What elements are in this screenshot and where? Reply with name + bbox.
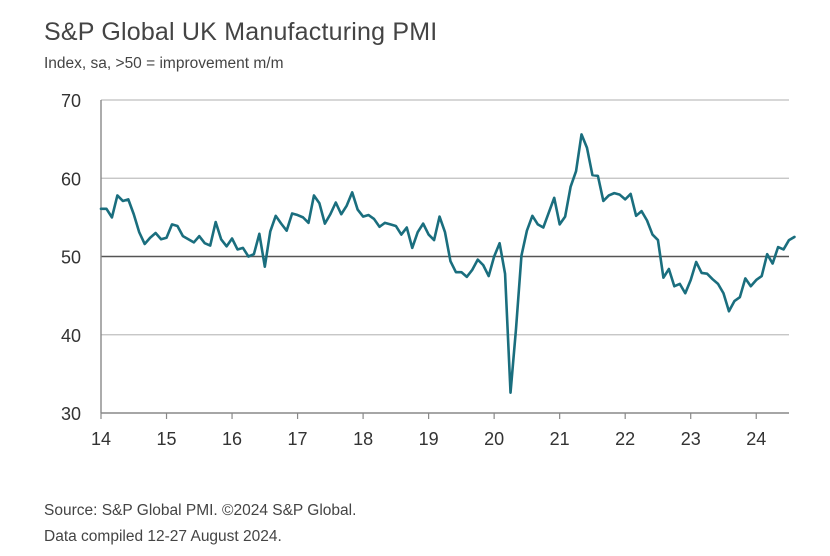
x-tick-label: 21 — [550, 429, 570, 449]
y-tick-label: 30 — [61, 404, 81, 424]
pmi-series-line — [99, 133, 796, 394]
x-tick-label: 16 — [222, 429, 242, 449]
x-tick-label: 22 — [615, 429, 635, 449]
y-tick-label: 50 — [61, 248, 81, 268]
source-note: Source: S&P Global PMI. ©2024 S&P Global… — [44, 502, 357, 519]
x-tick-labels: 14 15 16 17 18 19 20 21 22 23 24 — [91, 429, 766, 449]
data-compiled-note: Data compiled 12-27 August 2024. — [44, 528, 282, 545]
axes — [100, 100, 789, 419]
x-tick-label: 18 — [353, 429, 373, 449]
x-tick-label: 19 — [419, 429, 439, 449]
y-tick-labels: 30 40 50 60 70 — [61, 91, 81, 424]
series-layer — [99, 133, 796, 394]
y-tick-label: 40 — [61, 326, 81, 346]
gridlines — [101, 99, 789, 336]
x-tick-label: 24 — [746, 429, 766, 449]
chart-subtitle: Index, sa, >50 = improvement m/m — [44, 55, 284, 72]
y-tick-label: 70 — [61, 91, 81, 111]
x-tick-label: 23 — [681, 429, 701, 449]
x-tick-label: 17 — [288, 429, 308, 449]
y-tick-label: 60 — [61, 169, 81, 189]
x-tick-label: 14 — [91, 429, 111, 449]
chart-title: S&P Global UK Manufacturing PMI — [44, 18, 438, 46]
x-tick-label: 20 — [484, 429, 504, 449]
x-tick-label: 15 — [157, 429, 177, 449]
